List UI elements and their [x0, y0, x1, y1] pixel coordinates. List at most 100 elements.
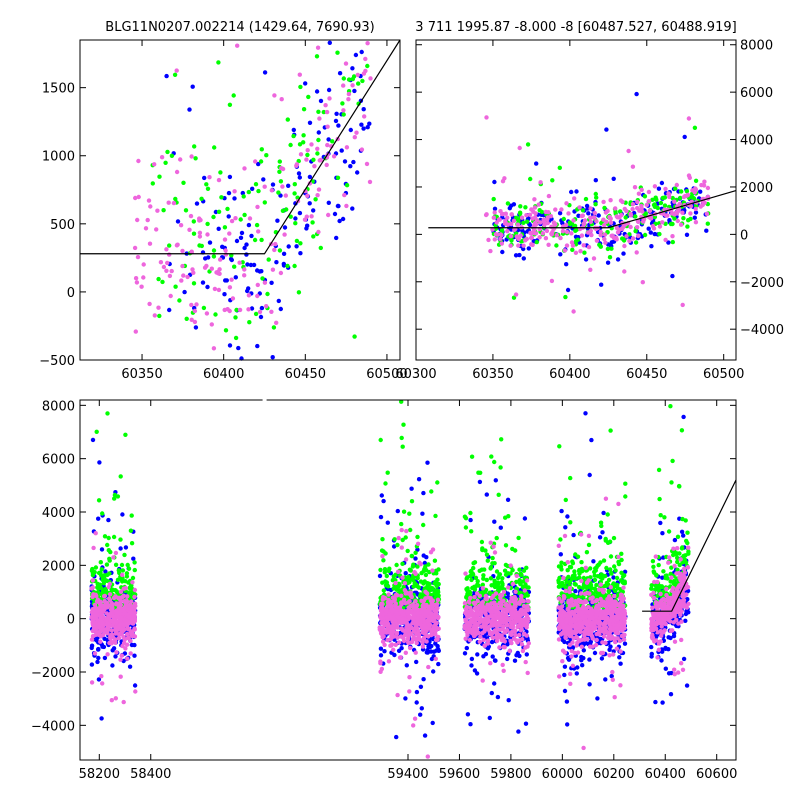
data-point — [580, 208, 586, 213]
data-point — [426, 664, 431, 670]
data-point — [388, 643, 393, 648]
data-point — [127, 664, 133, 669]
data-point — [602, 205, 607, 211]
data-point — [482, 643, 488, 648]
data-point — [681, 194, 687, 200]
data-point — [518, 572, 524, 577]
data-point — [478, 609, 484, 615]
data-point — [545, 220, 550, 226]
data-point — [120, 512, 125, 517]
data-point — [652, 184, 658, 189]
data-point — [474, 591, 480, 596]
data-point — [94, 612, 100, 618]
data-point — [307, 120, 313, 126]
data-point — [133, 195, 138, 201]
data-point — [480, 582, 485, 587]
data-point — [413, 605, 419, 610]
data-point — [412, 716, 418, 721]
data-point — [524, 652, 529, 657]
data-point — [281, 251, 287, 256]
data-point — [469, 577, 474, 583]
data-point — [276, 190, 281, 195]
data-point — [121, 640, 127, 646]
data-point — [203, 256, 208, 261]
data-point — [639, 187, 644, 192]
data-point — [462, 651, 468, 656]
data-point — [543, 236, 549, 241]
data-point — [126, 566, 132, 571]
data-point — [675, 218, 680, 224]
data-point — [592, 573, 597, 578]
data-point — [557, 584, 563, 589]
data-point — [393, 580, 398, 586]
data-point — [491, 196, 496, 202]
data-point — [490, 654, 495, 659]
data-point — [647, 215, 653, 220]
data-point — [391, 544, 397, 549]
data-point — [534, 239, 539, 245]
data-point — [246, 307, 251, 312]
data-point — [618, 661, 623, 666]
data-point — [222, 225, 228, 230]
data-point — [111, 555, 116, 560]
data-point — [574, 189, 579, 194]
data-point — [501, 589, 507, 595]
data-point — [655, 205, 660, 211]
data-point — [189, 249, 194, 254]
data-point — [518, 622, 523, 627]
data-point — [222, 237, 228, 242]
data-point — [122, 552, 127, 558]
data-point — [513, 548, 518, 553]
data-point — [678, 222, 684, 227]
data-point — [118, 546, 123, 551]
data-point — [476, 470, 481, 475]
data-point — [115, 601, 120, 607]
data-point — [192, 144, 197, 149]
data-point — [414, 640, 419, 646]
data-point — [97, 460, 102, 465]
data-point — [465, 591, 470, 597]
data-point — [536, 202, 541, 207]
data-point — [200, 280, 206, 285]
data-point — [238, 235, 244, 240]
data-point — [383, 579, 388, 584]
data-point — [623, 494, 628, 499]
data-point — [626, 148, 631, 154]
data-point — [678, 195, 683, 201]
data-point — [500, 581, 505, 587]
data-point — [693, 178, 699, 183]
data-point — [281, 263, 287, 268]
data-point — [246, 189, 251, 195]
data-point — [265, 291, 270, 297]
data-point — [116, 635, 122, 641]
top-right-panel-title: 3 711 1995.87 -8.000 -8 [60487.527, 6048… — [415, 20, 736, 35]
data-point — [129, 599, 134, 604]
data-point — [508, 234, 514, 239]
data-point — [126, 635, 131, 641]
data-point — [273, 241, 278, 247]
data-point — [568, 475, 573, 481]
data-point — [110, 663, 115, 668]
data-point — [608, 216, 613, 221]
data-point — [409, 499, 415, 504]
data-point — [524, 213, 529, 218]
data-point — [279, 97, 284, 102]
data-point — [614, 575, 620, 581]
data-point — [89, 662, 95, 667]
data-point — [233, 216, 238, 221]
data-point — [194, 201, 200, 206]
data-point — [301, 140, 306, 145]
data-point — [353, 52, 359, 58]
data-point — [93, 531, 98, 536]
data-point — [545, 217, 550, 222]
data-point — [129, 615, 134, 621]
data-point — [558, 552, 563, 557]
data-point — [130, 575, 136, 581]
data-point — [253, 159, 258, 164]
data-point — [381, 588, 386, 593]
data-point — [380, 629, 385, 634]
data-point — [123, 579, 128, 584]
data-point — [233, 335, 239, 341]
data-point — [607, 255, 613, 260]
